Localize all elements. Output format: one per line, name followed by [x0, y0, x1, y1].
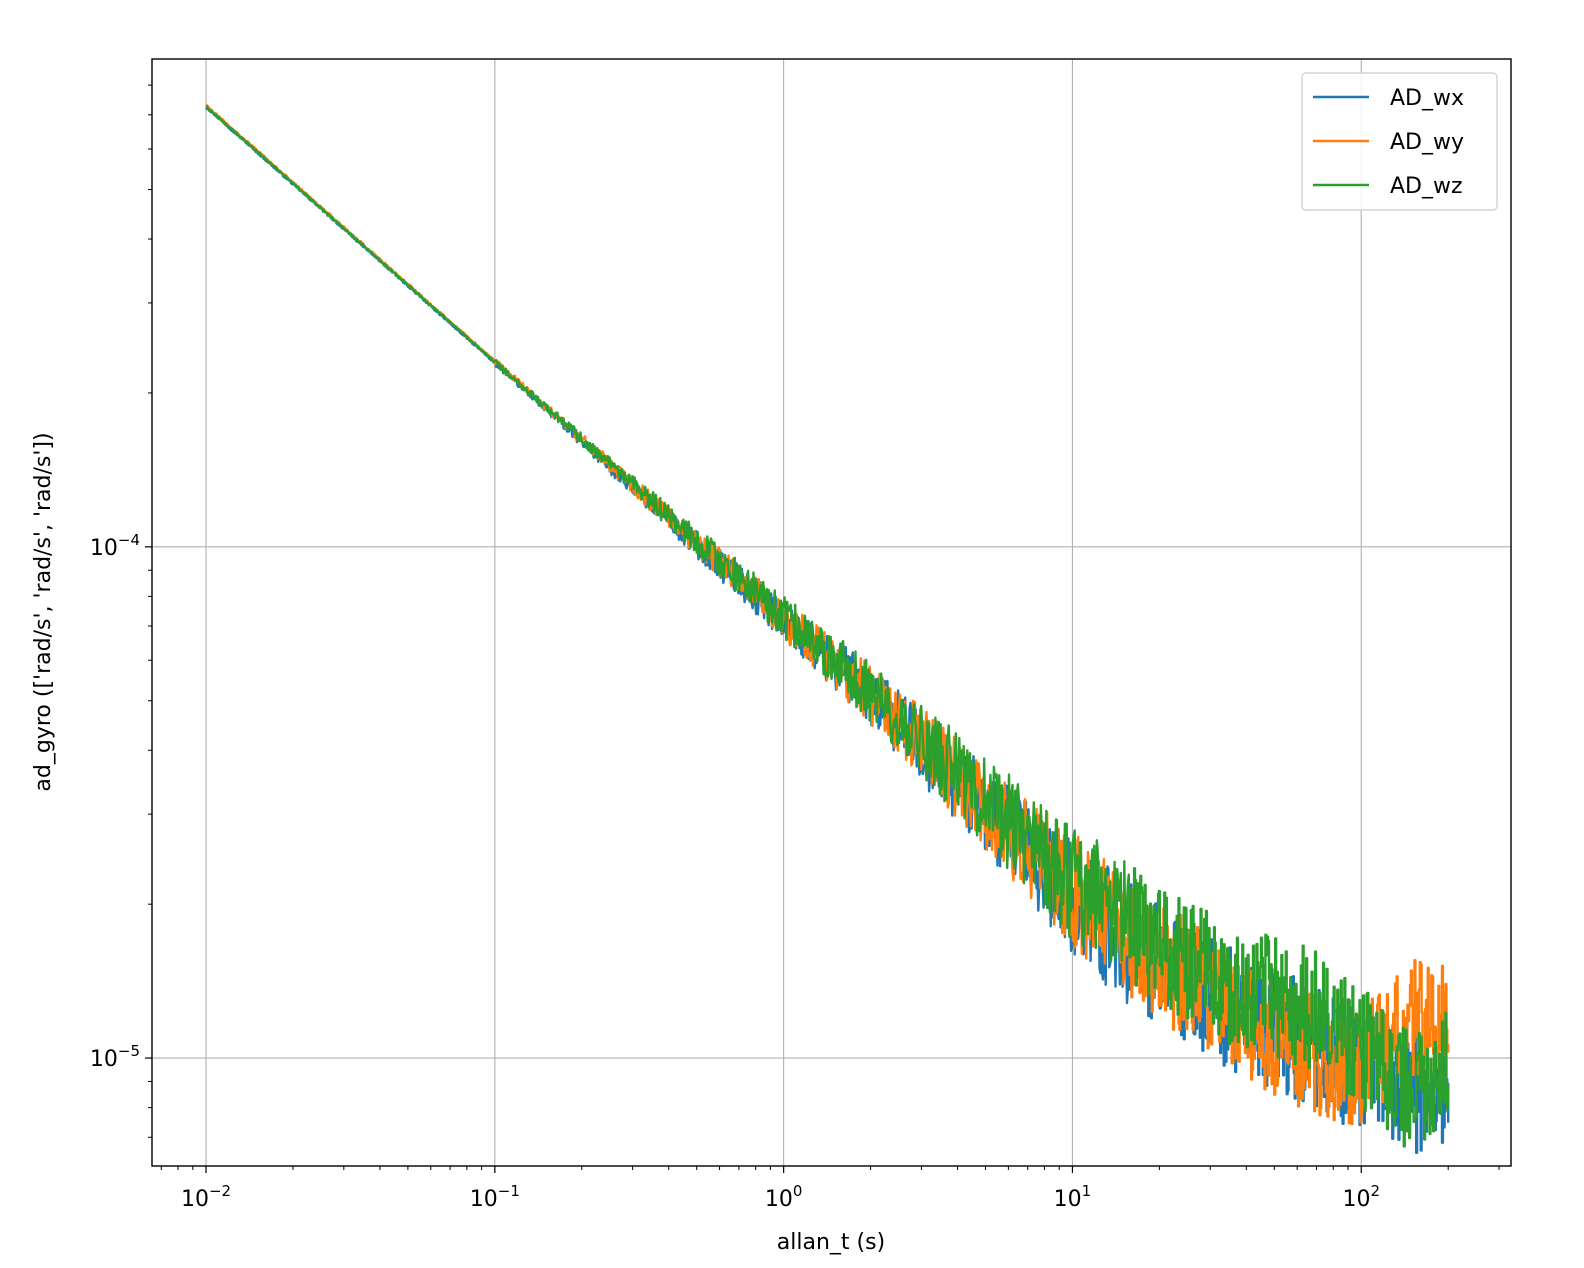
x-tick-label: 10−2 — [181, 1182, 231, 1212]
x-tick-label: 100 — [765, 1182, 803, 1212]
y-axis-label: ad_gyro (['rad/s', 'rad/s', 'rad/s']) — [31, 432, 56, 791]
y-tick-label: 10−5 — [90, 1042, 140, 1072]
legend: AD_wx AD_wy AD_wz — [1301, 72, 1498, 211]
legend-box — [1301, 72, 1498, 211]
x-tick-label: 101 — [1054, 1182, 1092, 1212]
legend-label: AD_wx — [1390, 86, 1464, 111]
axis-ticks: 10−2 10−1 100 101 102 10−4 10−5 — [90, 84, 1500, 1212]
x-tick-label: 102 — [1342, 1182, 1380, 1212]
x-tick-label: 10−1 — [470, 1182, 520, 1212]
x-axis-label: allan_t (s) — [777, 1230, 885, 1255]
plot-frame — [151, 58, 1512, 1167]
series-line-ad-wz — [205, 105, 1450, 1148]
legend-label: AD_wy — [1390, 130, 1464, 155]
series-lines — [205, 103, 1450, 1154]
legend-label: AD_wz — [1390, 174, 1463, 199]
y-tick-label: 10−4 — [90, 531, 140, 561]
